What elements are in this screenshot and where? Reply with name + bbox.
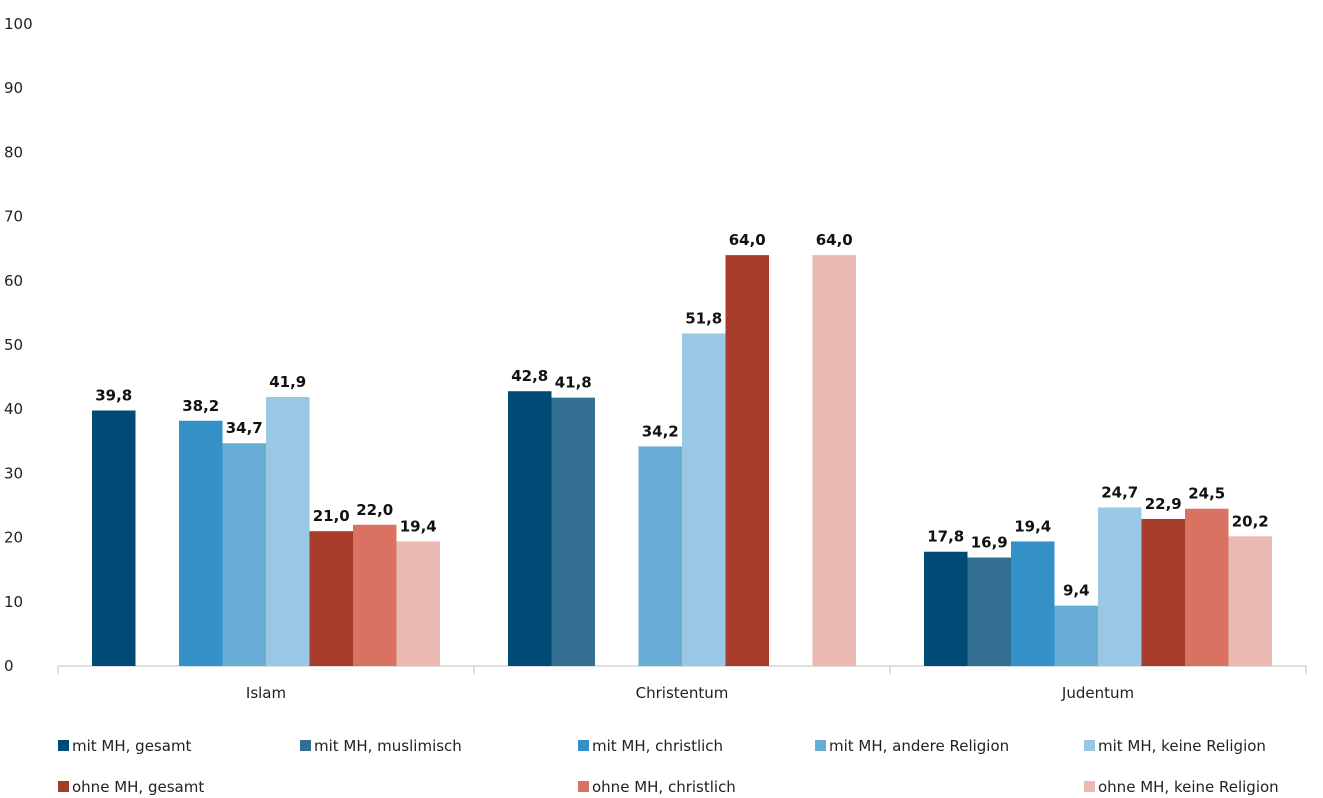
legend-item: ohne MH, keine Religion — [1084, 778, 1279, 796]
legend-item: ohne MH, gesamt — [58, 778, 204, 796]
bar — [179, 420, 223, 666]
category-label: Islam — [246, 684, 286, 702]
data-label: 21,0 — [313, 507, 350, 525]
legend-label: ohne MH, christlich — [592, 778, 736, 796]
category-ticks — [57, 666, 1307, 674]
data-label: 41,9 — [269, 373, 306, 391]
legend-item: mit MH, andere Religion — [815, 737, 1009, 755]
data-label: 41,8 — [555, 374, 592, 392]
legend-swatch — [578, 781, 589, 792]
bar — [1011, 541, 1055, 666]
legend-label: ohne MH, gesamt — [72, 778, 204, 796]
legend-label: mit MH, gesamt — [72, 737, 192, 755]
data-label: 38,2 — [182, 397, 219, 415]
data-label: 22,9 — [1145, 495, 1182, 513]
data-label: 64,0 — [816, 231, 853, 249]
y-tick-label: 50 — [4, 336, 23, 354]
data-label: 22,0 — [356, 501, 393, 519]
y-tick-label: 30 — [4, 464, 23, 482]
data-label: 34,7 — [226, 419, 263, 437]
bar — [222, 443, 266, 666]
category-label: Judentum — [1061, 684, 1134, 702]
bar — [682, 333, 726, 666]
data-label: 24,5 — [1188, 485, 1225, 503]
y-tick-label: 70 — [4, 208, 23, 226]
legend-label: ohne MH, keine Religion — [1098, 778, 1279, 796]
bar — [1185, 508, 1229, 666]
legend-item: mit MH, gesamt — [58, 737, 192, 755]
data-label: 24,7 — [1101, 483, 1138, 501]
bar — [924, 551, 968, 666]
legend-item: mit MH, keine Religion — [1084, 737, 1266, 755]
y-tick-label: 10 — [4, 593, 23, 611]
bar — [353, 524, 397, 666]
data-label: 19,4 — [1014, 517, 1051, 535]
y-tick-label: 40 — [4, 400, 23, 418]
bar — [1141, 518, 1185, 666]
legend-item: mit MH, muslimisch — [300, 737, 462, 755]
bars — [92, 255, 1272, 666]
legend-item: mit MH, christlich — [578, 737, 723, 755]
bar — [309, 531, 353, 666]
bar — [967, 557, 1011, 666]
bar — [1098, 507, 1142, 666]
data-labels: 39,8 42,8 17,8 41,8 16,9 38,2 19,4 34,7 34,2 9,4 4… — [95, 231, 1269, 600]
bar — [508, 391, 552, 666]
legend-label: mit MH, keine Religion — [1098, 737, 1266, 755]
legend-swatch — [1084, 740, 1095, 751]
data-label: 17,8 — [927, 528, 964, 546]
y-tick-label: 60 — [4, 272, 23, 290]
data-label: 51,8 — [685, 309, 722, 327]
bar — [1228, 536, 1272, 666]
y-tick-label: 100 — [4, 15, 33, 33]
legend-swatch — [578, 740, 589, 751]
data-label: 20,2 — [1232, 512, 1269, 530]
data-label: 64,0 — [729, 231, 766, 249]
legend-label: mit MH, christlich — [592, 737, 723, 755]
category-labels: Islam Christentum Judentum — [246, 684, 1134, 702]
category-label: Christentum — [636, 684, 729, 702]
legend-swatch — [815, 740, 826, 751]
bar — [551, 397, 595, 666]
legend-swatch — [1084, 781, 1095, 792]
y-tick-label: 20 — [4, 529, 23, 547]
bar — [812, 255, 856, 666]
legend: mit MH, gesamt mit MH, muslimisch mit MH, … — [58, 737, 1279, 796]
legend-label: mit MH, muslimisch — [314, 737, 462, 755]
bar — [638, 446, 682, 666]
legend-item: ohne MH, christlich — [578, 778, 736, 796]
bar — [725, 255, 769, 666]
legend-label: mit MH, andere Religion — [829, 737, 1009, 755]
y-tick-label: 0 — [4, 657, 14, 675]
legend-swatch — [300, 740, 311, 751]
data-label: 9,4 — [1063, 582, 1090, 600]
data-label: 39,8 — [95, 386, 132, 404]
bar — [266, 397, 310, 666]
bar — [396, 541, 440, 666]
data-label: 34,2 — [642, 422, 679, 440]
y-tick-label: 90 — [4, 79, 23, 97]
legend-swatch — [58, 740, 69, 751]
data-label: 16,9 — [971, 534, 1008, 552]
data-label: 19,4 — [400, 517, 437, 535]
bar — [92, 410, 136, 666]
data-label: 42,8 — [511, 367, 548, 385]
y-tick-label: 80 — [4, 143, 23, 161]
legend-swatch — [58, 781, 69, 792]
y-axis-ticks: 0 10 20 30 40 50 60 70 80 90 100 — [4, 15, 33, 675]
bar — [1054, 605, 1098, 666]
